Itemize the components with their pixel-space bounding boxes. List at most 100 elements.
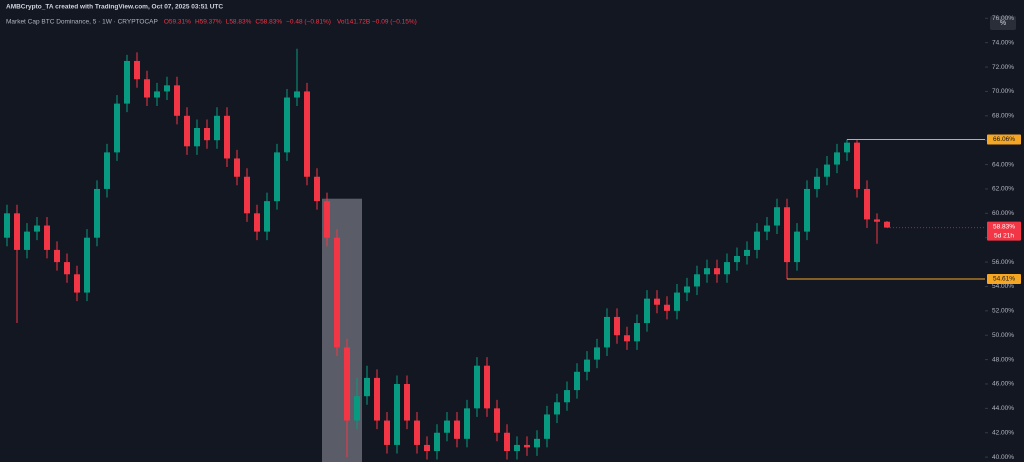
legend-value: O59.31%	[164, 19, 191, 26]
candle-body	[404, 383, 410, 421]
candle-body	[424, 444, 430, 452]
countdown-label: 5d 21h	[994, 232, 1014, 239]
candle-body	[534, 438, 540, 448]
candle-body	[814, 176, 820, 189]
legend-value: H59.37%	[195, 19, 222, 26]
scale-button[interactable]	[990, 16, 1016, 30]
candle-body	[174, 85, 180, 116]
candle-body	[684, 286, 690, 293]
candle-body	[14, 213, 20, 250]
candle-body	[524, 444, 530, 448]
candle-body	[744, 249, 750, 256]
candle-body	[244, 176, 250, 214]
y-tick-label: 62.00%	[992, 186, 1014, 193]
candle-body	[834, 152, 840, 165]
candle-body	[114, 103, 120, 153]
candle-body	[4, 213, 10, 238]
candle-body	[284, 97, 290, 153]
candle-body	[274, 152, 280, 202]
candle-body	[564, 390, 570, 403]
candle-body	[314, 176, 320, 202]
y-tick-label: 60.00%	[992, 210, 1014, 217]
candle-body	[164, 85, 170, 92]
candle-body	[614, 316, 620, 336]
candle-body	[44, 225, 50, 250]
y-tick-label: 42.00%	[992, 429, 1014, 436]
y-tick-label: 70.00%	[992, 88, 1014, 95]
y-tick-label: 44.00%	[992, 405, 1014, 412]
candle-body	[784, 207, 790, 263]
candle-body	[384, 420, 390, 445]
candle-body	[84, 237, 90, 293]
y-tick-label: 48.00%	[992, 356, 1014, 363]
candle-body	[374, 377, 380, 421]
candle-body	[754, 231, 760, 250]
candle-body	[94, 188, 100, 238]
candle-body	[824, 164, 830, 177]
chart-title: Market Cap BTC Dominance, 5 · 1W · CRYPT…	[6, 19, 158, 26]
candle-body	[364, 377, 370, 397]
candle-body	[494, 408, 500, 433]
candle-body	[414, 420, 420, 445]
candle-body	[64, 262, 70, 275]
y-tick-label: 40.00%	[992, 454, 1014, 461]
candle-body	[794, 231, 800, 263]
candle-body	[714, 268, 720, 275]
y-tick-label: 68.00%	[992, 113, 1014, 120]
candle-body	[394, 383, 400, 445]
candle-body	[34, 225, 40, 232]
legend-value: C58.83%	[255, 19, 282, 26]
candle-body	[344, 347, 350, 421]
scale-label[interactable]: %	[1000, 20, 1006, 27]
candle-body	[234, 158, 240, 177]
candle-body	[544, 414, 550, 439]
candle-body	[664, 304, 670, 311]
candle-body	[474, 365, 480, 409]
candle-body	[674, 292, 680, 311]
last-price-badge	[987, 221, 1021, 241]
candle-body	[134, 60, 140, 80]
candle-body	[504, 432, 510, 452]
y-tick-label: 50.00%	[992, 332, 1014, 339]
y-tick-label: 56.00%	[992, 259, 1014, 266]
candle-body	[604, 316, 610, 348]
legend-value: L58.83%	[226, 19, 252, 26]
candle-body	[624, 335, 630, 342]
candle-body	[354, 396, 360, 421]
level-label: 66.06%	[993, 136, 1015, 143]
candle-body	[574, 371, 580, 391]
y-tick-label: 76.00%	[992, 15, 1014, 22]
candle-body	[194, 127, 200, 147]
level-label: 54.61%	[993, 276, 1015, 283]
candle-body	[854, 142, 860, 189]
candle-body	[654, 298, 660, 305]
candle-body	[554, 402, 560, 415]
volume-label: Vol141.72B −0.09 (−0.15%)	[337, 19, 417, 26]
last-price-label: 58.83%	[993, 223, 1015, 230]
candle-body	[454, 420, 460, 439]
candle-body	[294, 91, 300, 98]
y-tick-label: 64.00%	[992, 161, 1014, 168]
y-tick-label: 54.00%	[992, 283, 1014, 290]
y-tick-label: 74.00%	[992, 39, 1014, 46]
candle-body	[634, 323, 640, 342]
candle-body	[324, 201, 330, 238]
candle-body	[764, 225, 770, 232]
candle-body	[54, 249, 60, 263]
candle-body	[484, 365, 490, 409]
candle-body	[74, 274, 80, 293]
highlight-box	[322, 198, 362, 462]
candle-body	[444, 420, 450, 433]
y-tick-label: 72.00%	[992, 64, 1014, 71]
candle-body	[124, 60, 130, 104]
candle-body	[864, 188, 870, 220]
candle-body	[264, 201, 270, 232]
candle-body	[584, 359, 590, 372]
candle-body	[214, 115, 220, 141]
candle-body	[704, 268, 710, 275]
candle-body	[594, 347, 600, 360]
candle-body	[884, 221, 890, 228]
